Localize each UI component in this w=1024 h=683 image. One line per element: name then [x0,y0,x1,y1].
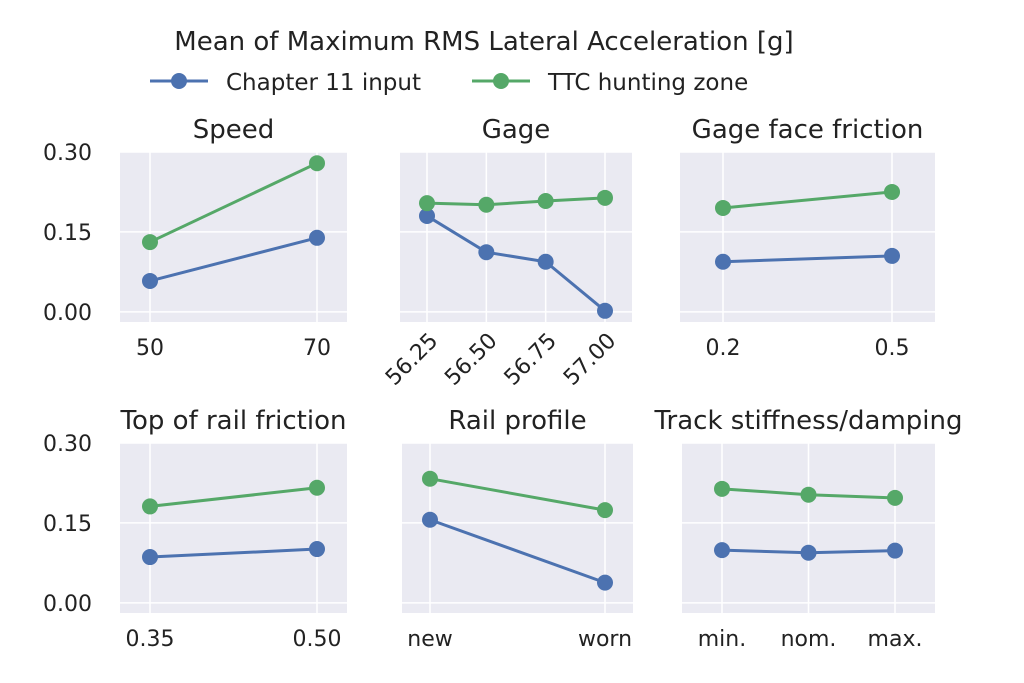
data-point [714,542,730,559]
data-point [142,549,158,566]
legend-label-chapter11: Chapter 11 input [226,70,421,96]
data-point [478,244,495,261]
panel-background [402,443,633,613]
panel-title: Speed [193,115,275,145]
panel-background [680,152,935,322]
data-point [142,498,158,515]
data-point [887,542,903,559]
data-point [597,189,613,206]
series-line [426,214,606,312]
data-point [309,541,325,558]
data-point [800,544,817,561]
data-point [537,253,554,270]
data-point [537,193,554,210]
series-line [429,518,606,585]
data-point [714,480,730,497]
panel-title: Gage [482,115,551,145]
series-line [426,196,606,207]
chart-title: Mean of Maximum RMS Lateral Acceleration… [174,27,793,57]
data-point [309,479,325,496]
panel-background [120,443,347,613]
data-point [478,196,495,213]
y-tick-label: 0.00 [43,301,92,326]
series-line [429,477,606,512]
x-tick-label: worn [578,627,632,652]
panel-title: Top of rail friction [120,406,347,436]
x-tick-label: 0.5 [875,336,910,361]
panel-title: Track stiffness/damping [654,406,963,436]
x-tick-label: 50 [136,336,164,361]
x-tick-label: 70 [303,336,331,361]
data-point [142,272,158,289]
x-tick-label: nom. [781,627,837,652]
data-point [422,470,438,487]
data-point [142,234,158,251]
data-point [309,229,325,246]
series-line [722,254,893,264]
x-tick-label: 0.2 [706,336,741,361]
data-point [419,195,435,212]
y-tick-label: 0.15 [43,221,92,246]
x-tick-label: 57.00 [559,329,621,391]
x-tick-label: min. [698,627,746,652]
series-line [149,161,318,244]
x-tick-label: 56.25 [381,329,443,391]
y-tick-label: 0.30 [43,141,92,166]
x-tick-label: new [407,627,452,652]
data-point [309,155,325,172]
data-point [597,302,613,319]
x-tick-label: 0.35 [126,627,175,652]
data-point [419,207,435,224]
series-line [149,547,318,559]
x-tick-label: 56.75 [500,329,562,391]
data-point [884,247,900,264]
y-tick-label: 0.30 [43,432,92,457]
data-point [597,502,613,519]
y-tick-label: 0.00 [43,592,92,617]
panel-title: Rail profile [448,406,586,436]
data-point [884,183,900,200]
series-line [149,486,318,508]
legend-marker-chapter11 [171,73,187,89]
panel-background [400,152,632,322]
legend: Chapter 11 input TTC hunting zone [150,70,748,96]
data-point [597,574,613,591]
data-point [422,511,438,528]
data-point [800,486,817,503]
panel-title: Gage face friction [692,115,924,145]
legend-marker-ttc [493,73,509,89]
x-tick-label: 0.50 [293,627,342,652]
x-tick-label: 56.50 [440,329,502,391]
data-point [715,199,731,216]
x-tick-label: max. [868,627,923,652]
data-point [887,489,903,506]
data-point [715,253,731,270]
legend-label-ttc: TTC hunting zone [547,70,748,96]
y-tick-label: 0.15 [43,512,92,537]
series-line [722,190,893,210]
series-line [149,236,318,283]
